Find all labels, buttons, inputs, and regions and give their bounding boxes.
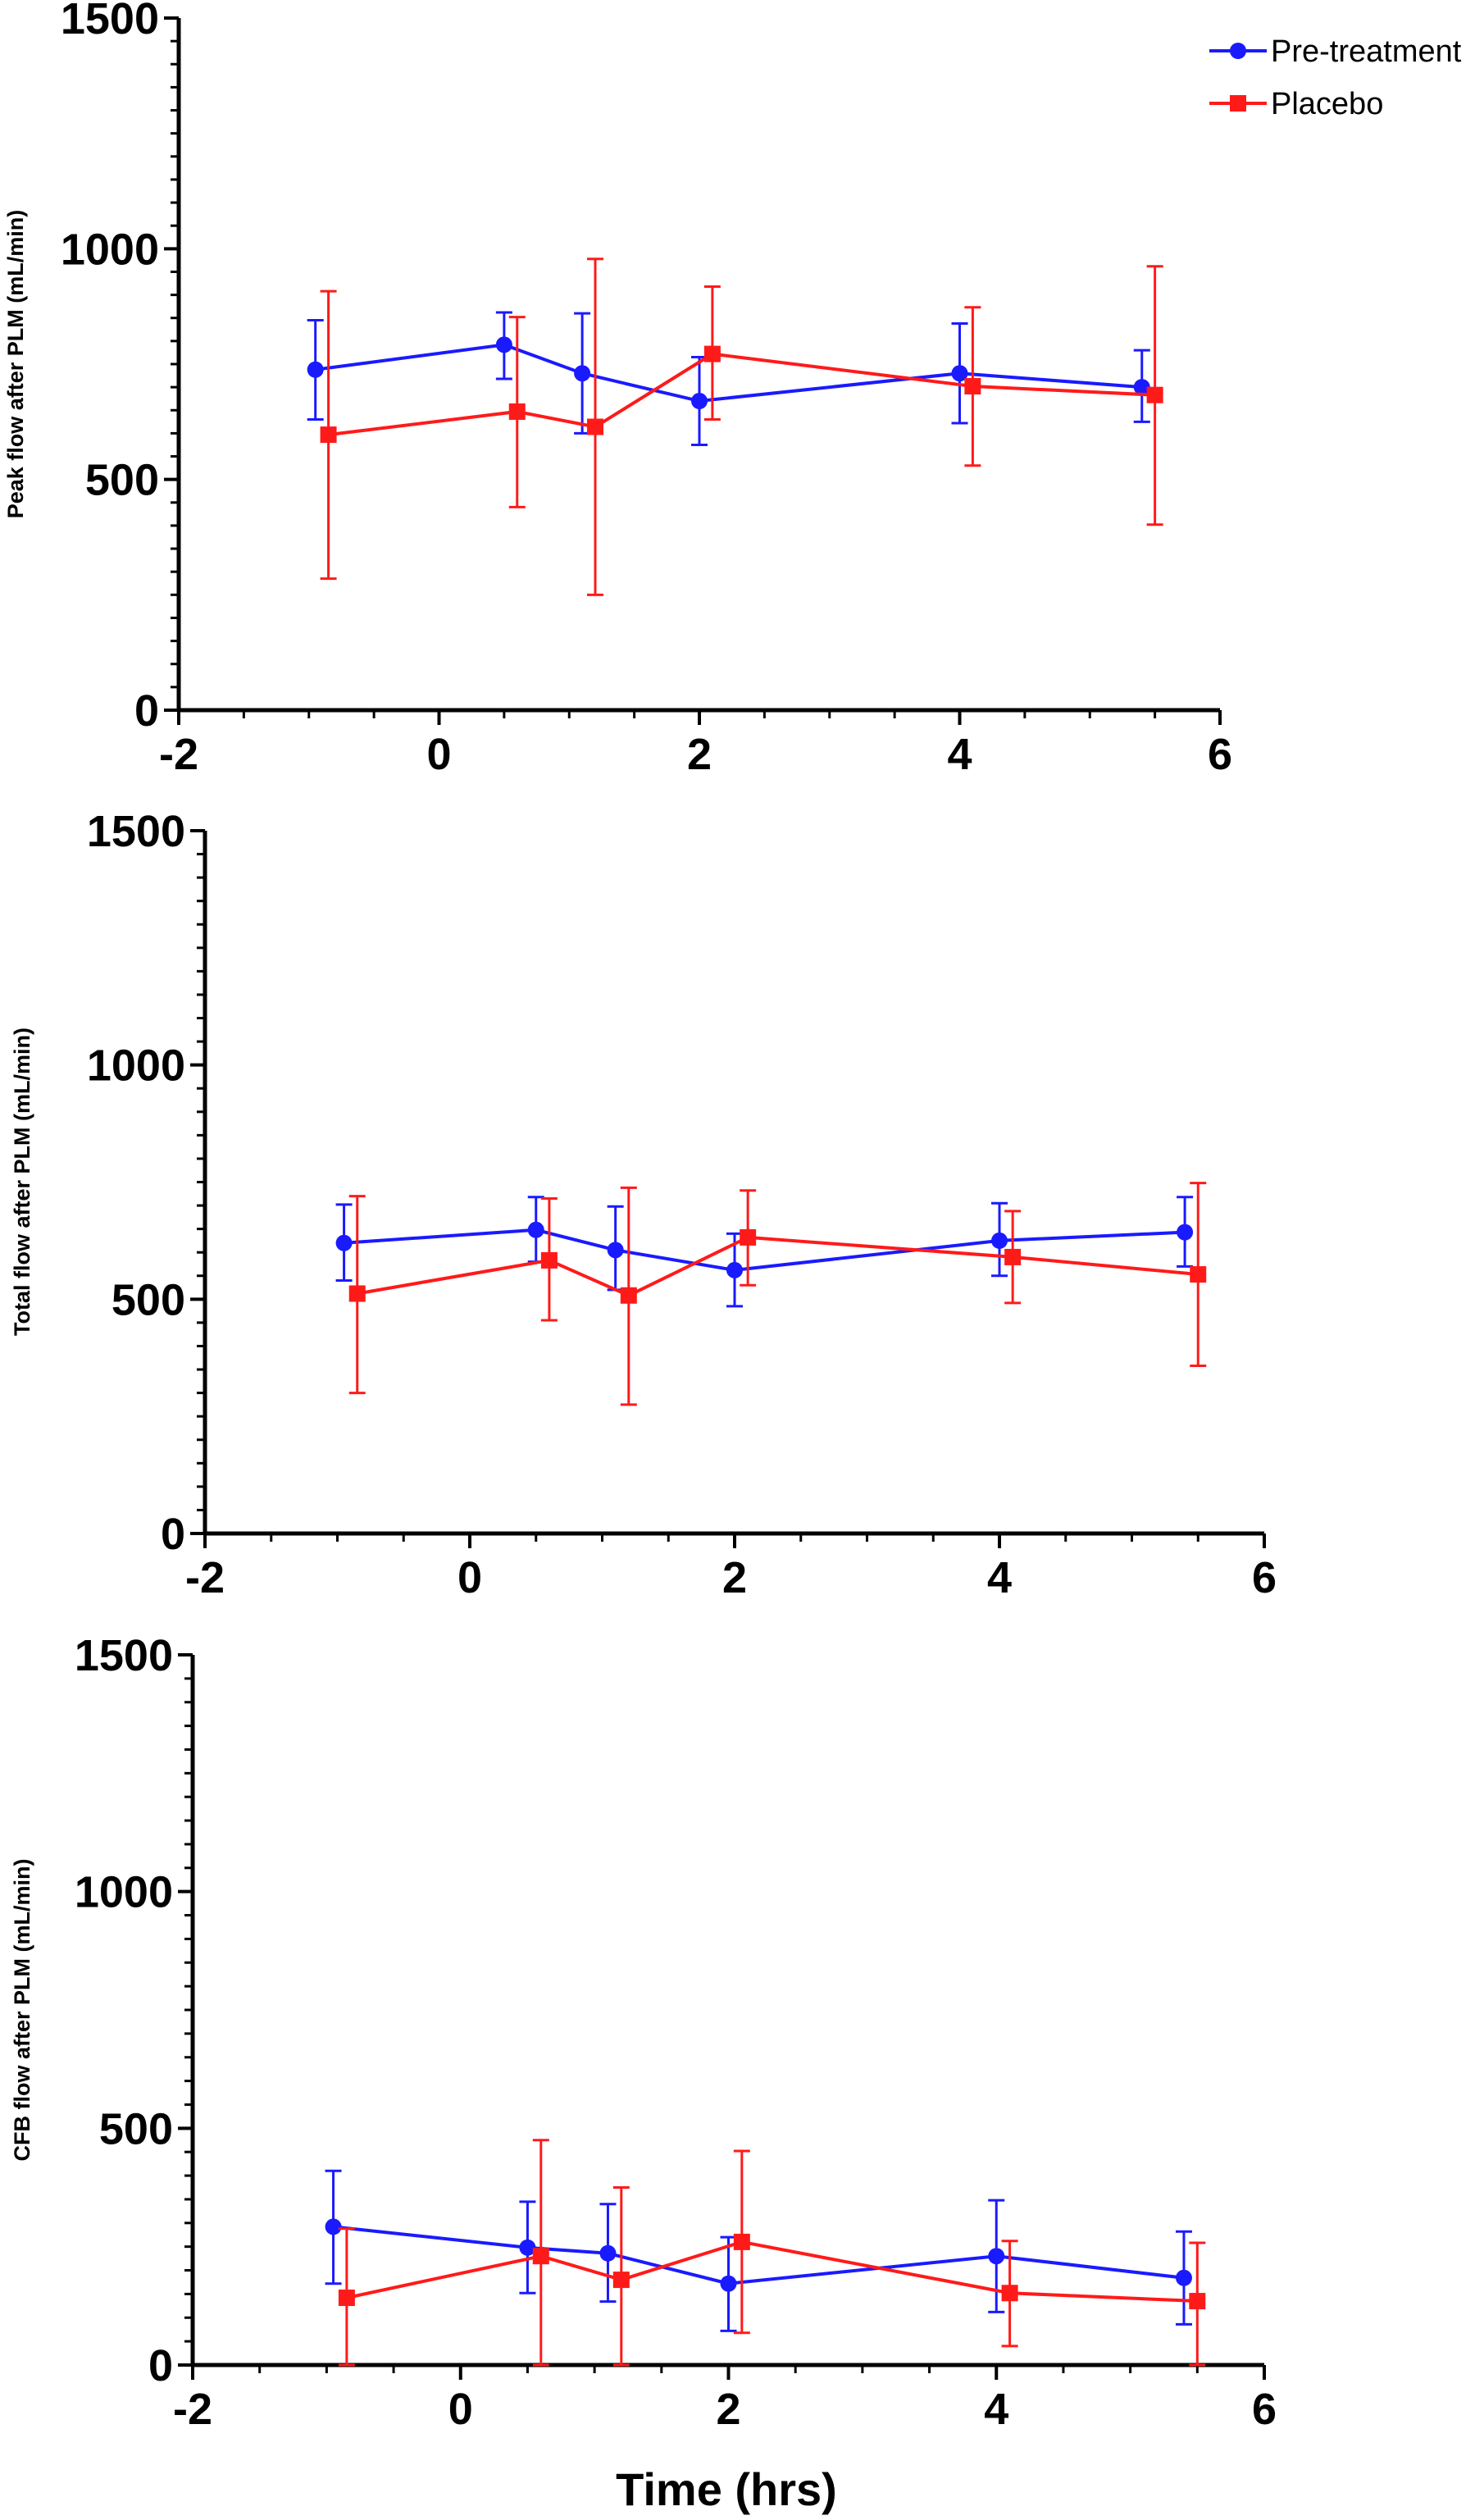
series-pre-treatment bbox=[335, 1196, 1194, 1308]
data-point-placebo bbox=[540, 1251, 558, 1269]
data-point-pre-treatment bbox=[519, 2239, 536, 2256]
data-point-pre-treatment bbox=[951, 365, 968, 382]
x-tick-label: 4 bbox=[987, 1553, 1012, 1602]
data-point-pre-treatment bbox=[574, 365, 591, 382]
data-point-placebo bbox=[1001, 2285, 1018, 2302]
legend-item-pre-treatment: Pre-treatment bbox=[1209, 34, 1462, 69]
data-point-placebo bbox=[1190, 1266, 1207, 1283]
data-point-pre-treatment bbox=[1175, 2269, 1192, 2286]
data-point-placebo bbox=[508, 403, 526, 420]
data-point-placebo bbox=[348, 1285, 366, 1302]
series-placebo bbox=[338, 2139, 1206, 2367]
x-tick-label: 4 bbox=[947, 730, 972, 779]
series-placebo bbox=[320, 257, 1163, 596]
legend-item-placebo: Placebo bbox=[1209, 87, 1383, 121]
x-tick-label: 2 bbox=[716, 2385, 740, 2434]
y-tick-label: 1000 bbox=[75, 1868, 173, 1917]
y-axis-label: Total flow after PLM (mL/min) bbox=[10, 1028, 34, 1336]
data-point-placebo bbox=[612, 2272, 630, 2289]
x-tick-label: 6 bbox=[1208, 730, 1232, 779]
x-tick-label: 0 bbox=[457, 1553, 482, 1602]
data-point-pre-treatment bbox=[325, 2218, 342, 2235]
data-point-placebo bbox=[532, 2248, 549, 2265]
legend-label-placebo: Placebo bbox=[1271, 87, 1383, 121]
data-point-pre-treatment bbox=[307, 361, 324, 378]
data-point-pre-treatment bbox=[599, 2244, 617, 2262]
series-line-placebo bbox=[346, 2240, 1198, 2304]
data-point-placebo bbox=[320, 426, 337, 444]
data-point-placebo bbox=[338, 2290, 355, 2307]
x-tick-label: 6 bbox=[1252, 2385, 1277, 2434]
series-line-placebo bbox=[328, 352, 1155, 437]
data-point-pre-treatment bbox=[495, 336, 512, 353]
x-tick-label: -2 bbox=[185, 1553, 225, 1602]
x-tick-label: 4 bbox=[984, 2385, 1008, 2434]
series-line-pre-treatment bbox=[344, 1228, 1186, 1272]
series-placebo bbox=[348, 1182, 1207, 1406]
legend-marker-placebo bbox=[1230, 95, 1246, 112]
data-point-pre-treatment bbox=[1133, 379, 1150, 396]
data-point-pre-treatment bbox=[527, 1221, 544, 1238]
x-tick-label: -2 bbox=[173, 2385, 212, 2434]
data-point-pre-treatment bbox=[691, 393, 708, 410]
data-point-placebo bbox=[740, 1228, 757, 1246]
y-tick-label: 1000 bbox=[61, 225, 159, 274]
y-tick-label: 0 bbox=[148, 2341, 173, 2390]
data-point-placebo bbox=[1146, 386, 1163, 403]
y-axis-label: Peak flow after PLM (mL/min) bbox=[3, 210, 28, 519]
y-tick-label: 1000 bbox=[87, 1041, 185, 1091]
y-tick-label: 1500 bbox=[61, 0, 159, 43]
legend-marker-pre-treatment bbox=[1230, 43, 1246, 59]
legend: Pre-treatment Placebo bbox=[1209, 34, 1462, 121]
series-pre-treatment bbox=[325, 2169, 1192, 2332]
data-point-placebo bbox=[1004, 1248, 1022, 1265]
y-tick-label: 1500 bbox=[87, 807, 185, 856]
x-tick-label: 0 bbox=[426, 730, 451, 779]
data-point-placebo bbox=[620, 1287, 637, 1304]
x-tick-label: 0 bbox=[448, 2385, 473, 2434]
data-point-placebo bbox=[964, 378, 981, 395]
y-tick-label: 500 bbox=[85, 456, 159, 505]
data-point-pre-treatment bbox=[726, 1261, 743, 1278]
y-tick-label: 500 bbox=[112, 1275, 185, 1324]
x-tick-label: -2 bbox=[159, 730, 198, 779]
x-tick-label: 6 bbox=[1252, 1553, 1277, 1602]
data-point-pre-treatment bbox=[1177, 1224, 1194, 1241]
data-point-placebo bbox=[1189, 2293, 1206, 2310]
data-point-placebo bbox=[587, 418, 603, 435]
y-tick-label: 0 bbox=[134, 686, 159, 736]
data-point-pre-treatment bbox=[335, 1234, 353, 1251]
y-axis-label: CFB flow after PLM (mL/min) bbox=[10, 1859, 34, 2162]
data-point-placebo bbox=[733, 2233, 750, 2250]
x-axis-label: Time (hrs) bbox=[616, 2463, 837, 2515]
data-point-pre-treatment bbox=[991, 1232, 1008, 1249]
y-tick-label: 0 bbox=[161, 1510, 185, 1559]
y-tick-label: 500 bbox=[99, 2104, 173, 2153]
x-tick-label: 2 bbox=[687, 730, 712, 779]
series-pre-treatment bbox=[307, 311, 1150, 446]
data-point-pre-treatment bbox=[720, 2275, 737, 2292]
data-point-pre-treatment bbox=[988, 2248, 1005, 2265]
x-tick-label: 2 bbox=[722, 1553, 747, 1602]
series-line-pre-treatment bbox=[333, 2225, 1185, 2285]
series-line-placebo bbox=[357, 1235, 1199, 1297]
series-line-pre-treatment bbox=[315, 343, 1142, 403]
data-point-placebo bbox=[703, 345, 721, 362]
legend-label-pre-treatment: Pre-treatment bbox=[1271, 34, 1462, 69]
data-point-pre-treatment bbox=[607, 1242, 624, 1259]
y-tick-label: 1500 bbox=[75, 1631, 173, 1680]
